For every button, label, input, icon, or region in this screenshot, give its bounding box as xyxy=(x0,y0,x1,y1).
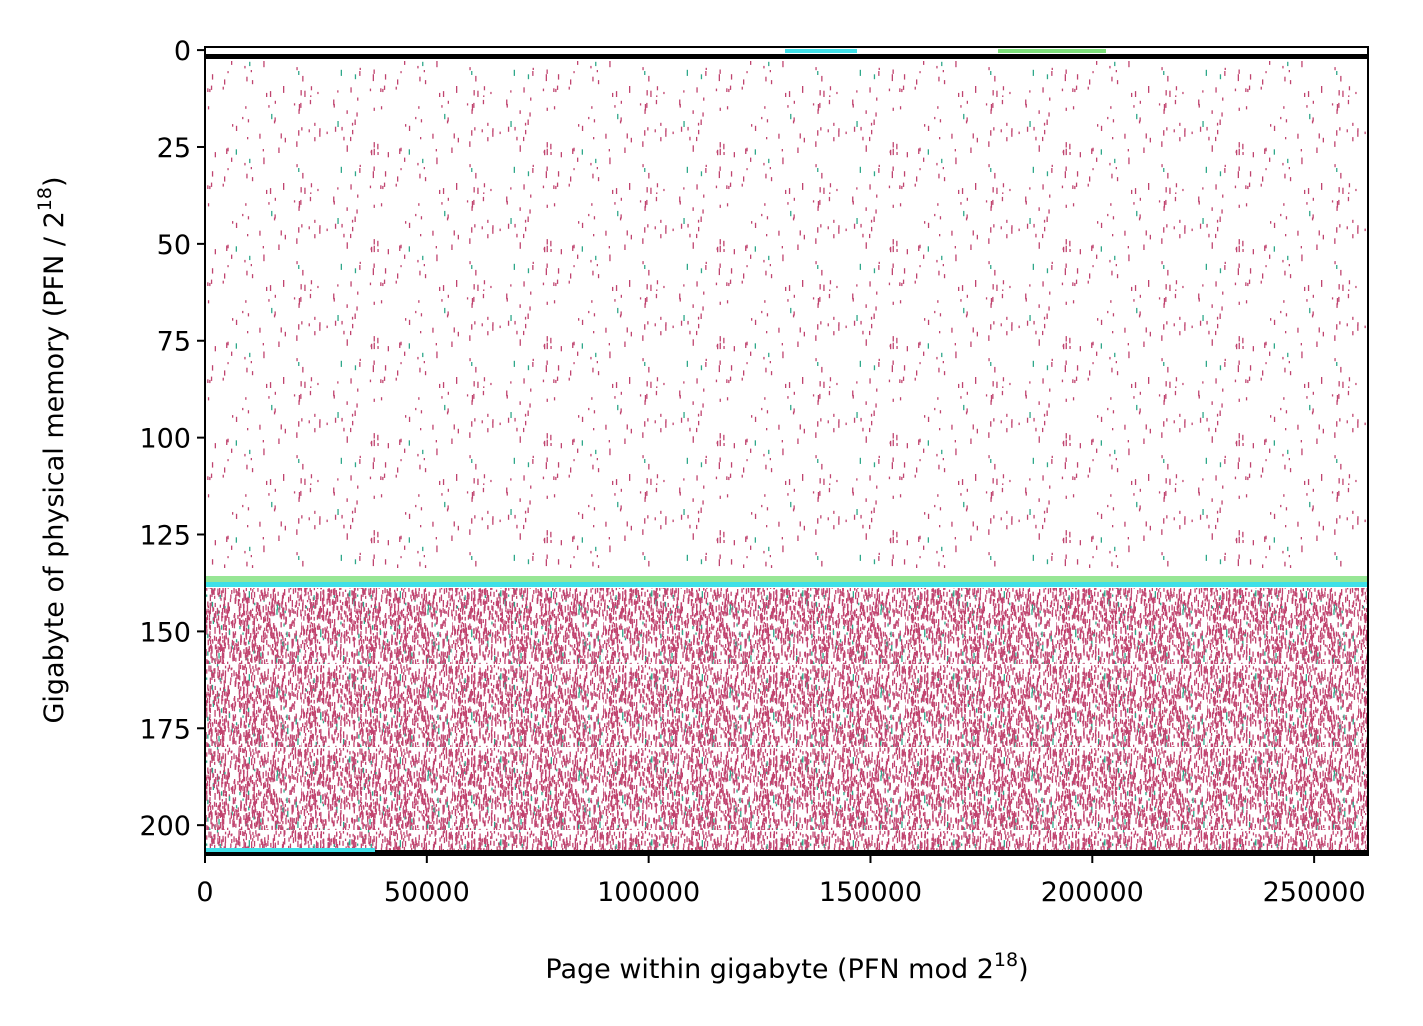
x-tick-label: 100000 xyxy=(597,877,700,908)
band-green xyxy=(205,576,1368,582)
y-tick-label: 175 xyxy=(139,714,191,745)
y-axis-label: Gigabyte of physical memory (PFN / 218) xyxy=(34,177,70,724)
plot-frame xyxy=(204,46,1369,856)
y-tick-label: 125 xyxy=(139,521,191,552)
band-bottom-cyan xyxy=(205,848,375,852)
band-top-green xyxy=(998,49,1106,53)
y-tick-label: 25 xyxy=(157,133,191,164)
y-tick-label: 200 xyxy=(139,811,191,842)
y-label-tail: ) xyxy=(39,177,70,188)
sparse-region xyxy=(205,61,1368,568)
x-label-text: Page within gigabyte (PFN mod 2 xyxy=(545,954,994,985)
y-label-sup: 18 xyxy=(34,187,56,211)
dense-region xyxy=(205,588,1368,851)
band-top xyxy=(205,54,1368,59)
y-tick-label: 150 xyxy=(139,617,191,648)
x-label-sup: 18 xyxy=(994,949,1018,971)
x-tick-label: 150000 xyxy=(819,877,922,908)
x-tick-label: 200000 xyxy=(1041,877,1144,908)
x-tick-label: 250000 xyxy=(1263,877,1366,908)
x-tick-label: 0 xyxy=(196,877,213,908)
y-tick-label: 75 xyxy=(157,327,191,358)
y-tick-label: 100 xyxy=(139,424,191,455)
x-label-tail: ) xyxy=(1018,954,1029,985)
x-axis-label: Page within gigabyte (PFN mod 218) xyxy=(545,949,1028,985)
band-bottom xyxy=(205,850,1368,855)
y-tick-label: 0 xyxy=(174,36,191,67)
y-tick-label: 50 xyxy=(157,230,191,261)
x-tick-label: 50000 xyxy=(384,877,470,908)
y-label-text: Gigabyte of physical memory (PFN / 2 xyxy=(39,211,70,723)
plot-area xyxy=(204,46,1369,856)
band-cyan xyxy=(205,582,1368,587)
band-top-cyan xyxy=(785,49,857,53)
